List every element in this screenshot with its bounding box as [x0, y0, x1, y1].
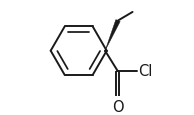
Text: Cl: Cl: [138, 64, 152, 78]
Polygon shape: [105, 20, 120, 51]
Text: O: O: [112, 99, 123, 114]
